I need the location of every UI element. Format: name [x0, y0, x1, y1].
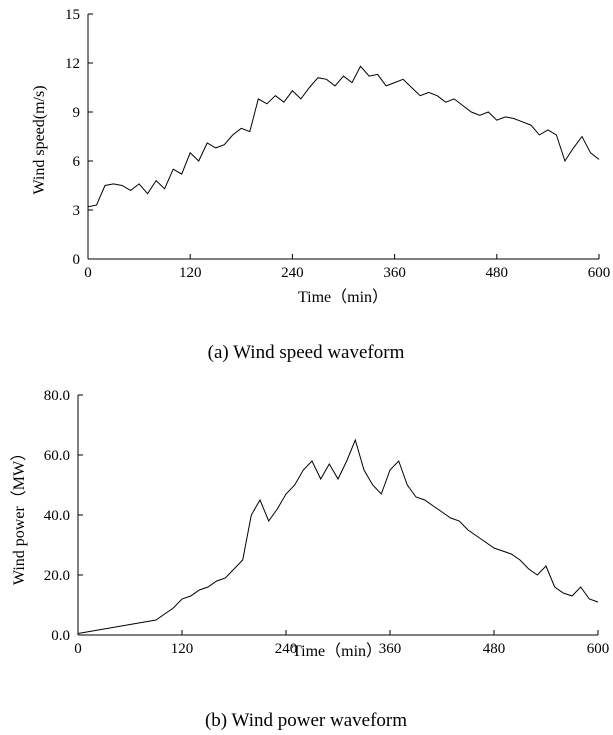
x-axis-label: Time（min）: [298, 288, 388, 306]
x-tick-label: 120: [171, 641, 194, 657]
x-tick-label: 240: [275, 641, 298, 657]
x-tick-label: 0: [74, 641, 82, 657]
x-tick-label: 240: [281, 265, 304, 281]
x-tick-label: 600: [588, 265, 611, 281]
y-axis-label: Wind power（MW）: [10, 445, 28, 585]
wind-speed-line: [87, 65, 600, 208]
y-tick-label: 12: [65, 56, 80, 72]
y-tick-label: 40.0: [44, 508, 70, 524]
x-ticks: 0 120 240 360 480 600: [84, 254, 610, 281]
x-ticks: 0 120 240 360 480 600: [74, 630, 609, 657]
x-tick-label: 480: [483, 641, 506, 657]
y-tick-label: 60.0: [44, 448, 70, 464]
y-axis-label: Wind speed(m/s): [31, 85, 48, 194]
y-tick-label: 3: [73, 203, 81, 219]
x-tick-label: 600: [587, 641, 610, 657]
x-tick-label: 480: [486, 265, 509, 281]
y-ticks: 0 3 6 9 12 15: [65, 7, 93, 268]
y-tick-label: 9: [73, 105, 81, 121]
wind-power-line: [77, 438, 599, 634]
y-tick-label: 20.0: [44, 568, 70, 584]
x-tick-label: 360: [379, 641, 402, 657]
x-axis-label: Time（min）: [292, 642, 382, 660]
x-tick-label: 120: [179, 265, 202, 281]
y-tick-label: 0.0: [51, 628, 70, 644]
y-ticks: 0.0 20.0 40.0 60.0 80.0: [44, 388, 83, 644]
y-tick-label: 0: [73, 252, 81, 268]
chart-wind-speed: 0 120 240 360 480 600 0 3 6 9 12 15 Time（min） Wind…: [31, 7, 610, 363]
chart-wind-power: 0 120 240 360 480 600 0.0 20.0 40.0 60.0 80.0 Tim…: [10, 388, 609, 731]
chart-caption: (a) Wind speed waveform: [208, 342, 405, 363]
y-tick-label: 6: [73, 154, 81, 170]
y-tick-label: 80.0: [44, 388, 70, 404]
y-tick-label: 15: [65, 7, 80, 23]
x-tick-label: 0: [84, 265, 92, 281]
chart-caption: (b) Wind power waveform: [205, 710, 407, 731]
x-tick-label: 360: [383, 265, 406, 281]
